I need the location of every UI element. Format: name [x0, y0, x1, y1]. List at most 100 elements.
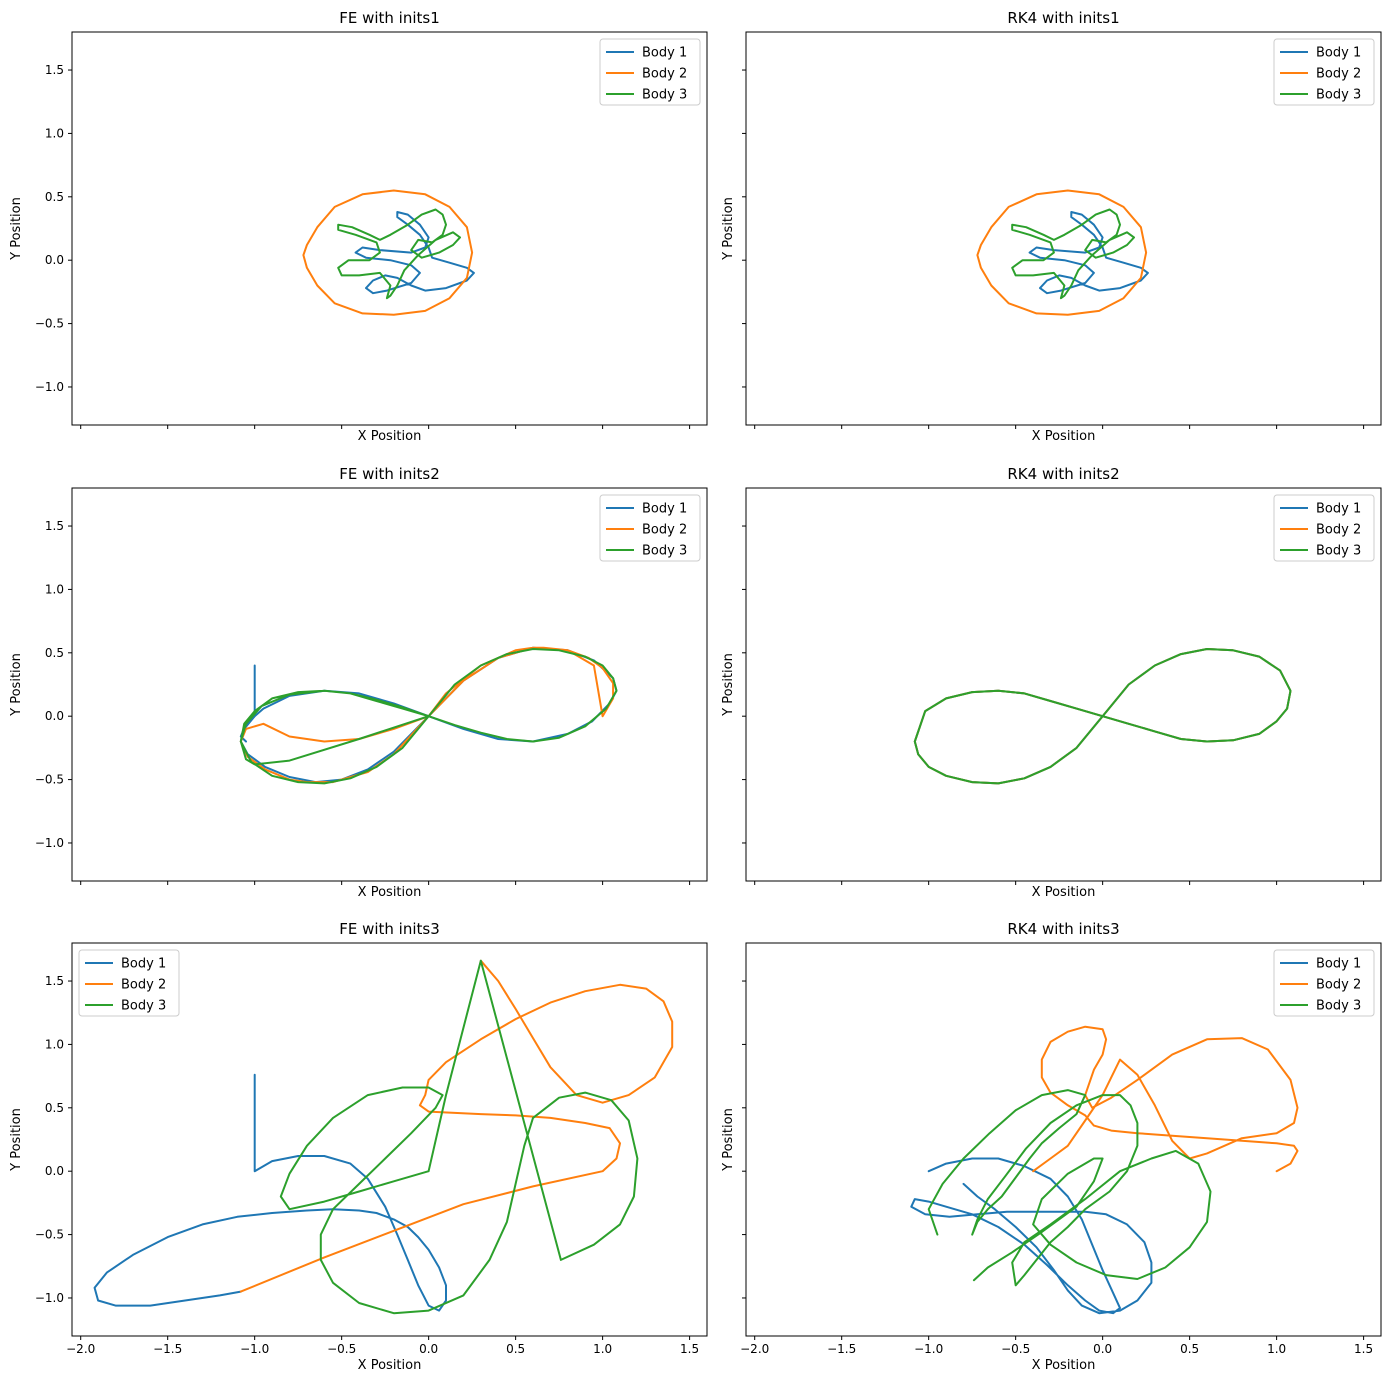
x-tick-label: −2.0 — [66, 1342, 95, 1356]
series-line-body-1 — [354, 211, 475, 295]
x-tick-label: 0.5 — [506, 1342, 525, 1356]
subplot-1: FE with inits1 −1.0 −0.5 0.0 0.5 1.0 1.5 X Posi… — [9, 9, 708, 444]
axes-frame — [71, 31, 708, 426]
series-lines — [976, 189, 1149, 316]
series-line-body-3 — [279, 959, 639, 1315]
legend-box — [599, 38, 701, 106]
subplot-3: FE with inits2 −1.0 −0.5 0.0 0.5 1.0 1.5 X Posi… — [9, 465, 708, 900]
series-line-body-3 — [239, 648, 618, 785]
x-tick-label: −1.0 — [914, 1342, 943, 1356]
subplot-2: RK4 with inits1 X Position Y Position Body … — [721, 9, 1382, 444]
y-tick-label: 0.0 — [45, 1164, 64, 1178]
series-lines — [239, 646, 618, 785]
legend-label: Body 3 — [1316, 88, 1361, 103]
y-axis-label: Y Position — [721, 197, 736, 261]
legend-label: Body 1 — [1316, 46, 1361, 61]
x-tick-label: −1.5 — [153, 1342, 182, 1356]
y-tick-label: −0.5 — [35, 1228, 64, 1242]
legend-box — [1273, 949, 1375, 1017]
y-axis-label: Y Position — [9, 197, 24, 261]
axes-frame — [71, 942, 708, 1337]
series-lines — [93, 959, 674, 1315]
x-tick-label: −1.5 — [827, 1342, 856, 1356]
subplot-title: FE with inits3 — [339, 920, 440, 938]
series-line-body-2 — [302, 189, 474, 316]
legend-label: Body 3 — [642, 544, 687, 559]
series-line-body-3 — [1011, 208, 1135, 300]
y-axis-label: Y Position — [9, 1108, 24, 1172]
subplot-title: RK4 with inits2 — [1007, 465, 1119, 483]
legend-box — [599, 494, 701, 562]
y-tick-label: 1.0 — [45, 1037, 64, 1051]
subplot-4: RK4 with inits2 X Position Y Position Body … — [721, 465, 1382, 900]
y-tick-label: 1.5 — [45, 63, 64, 77]
legend-label: Body 3 — [1316, 999, 1361, 1014]
subplot-5: FE with inits3 −2.0 −1.5 −1.0 −0.5 0.0 0.5 1.0 1… — [9, 920, 708, 1373]
y-axis-label: Y Position — [721, 1108, 736, 1172]
subplot-6: RK4 with inits3 −2.0 −1.5 −1.0 −0.5 0.0 0.5 1.0… — [721, 920, 1382, 1373]
x-tick-label: 0.0 — [1093, 1342, 1112, 1356]
y-tick-label: 0.0 — [45, 253, 64, 267]
subplot-title: FE with inits2 — [339, 465, 440, 483]
y-axis-label: Y Position — [9, 653, 24, 717]
series-line-body-1 — [1028, 211, 1149, 295]
legend-label: Body 3 — [1316, 544, 1361, 559]
subplot-title: RK4 with inits3 — [1007, 920, 1119, 938]
y-tick-label: 1.0 — [45, 582, 64, 596]
legend: Body 1 Body 2 Body 3 — [599, 38, 701, 106]
y-tick-label: 0.5 — [45, 646, 64, 660]
legend-label: Body 1 — [642, 502, 687, 517]
y-tick-label: 0.5 — [45, 190, 64, 204]
legend-label: Body 1 — [1316, 957, 1361, 972]
legend: Body 1 Body 2 Body 3 — [1273, 494, 1375, 562]
x-axis-label: X Position — [1032, 429, 1096, 444]
series-line-body-2 — [1032, 1025, 1299, 1173]
y-tick-label: −0.5 — [35, 317, 64, 331]
subplot-title: RK4 with inits1 — [1007, 9, 1119, 27]
axes-frame — [745, 31, 1382, 426]
y-tick-label: 0.0 — [45, 709, 64, 723]
x-axis-label: X Position — [1032, 1358, 1096, 1373]
x-axis-label: X Position — [1032, 885, 1096, 900]
x-axis-label: X Position — [358, 885, 422, 900]
series-line-body-2 — [239, 959, 674, 1293]
legend: Body 1 Body 2 Body 3 — [78, 949, 180, 1017]
legend-label: Body 2 — [121, 978, 166, 993]
x-axis-label: X Position — [358, 1358, 422, 1373]
x-tick-label: 1.0 — [1267, 1342, 1286, 1356]
axes-frame — [745, 942, 1382, 1337]
subplot-title: FE with inits1 — [339, 9, 440, 27]
x-tick-label: −0.5 — [327, 1342, 356, 1356]
series-line-body-3 — [337, 208, 461, 300]
series-line-body-2 — [976, 189, 1148, 316]
x-tick-label: 0.0 — [419, 1342, 438, 1356]
legend-label: Body 1 — [1316, 502, 1361, 517]
y-tick-label: −1.0 — [35, 380, 64, 394]
y-tick-label: −1.0 — [35, 836, 64, 850]
x-tick-label: 1.5 — [1354, 1342, 1373, 1356]
series-lines — [910, 1025, 1299, 1315]
axes-frame — [745, 487, 1382, 882]
y-tick-label: −1.0 — [35, 1291, 64, 1305]
legend-label: Body 2 — [1316, 67, 1361, 82]
legend-label: Body 3 — [642, 88, 687, 103]
legend-label: Body 1 — [121, 957, 166, 972]
x-tick-label: −1.0 — [240, 1342, 269, 1356]
axes-frame — [71, 487, 708, 882]
legend-box — [1273, 38, 1375, 106]
legend-label: Body 2 — [1316, 523, 1361, 538]
legend-label: Body 1 — [642, 46, 687, 61]
y-tick-label: 1.5 — [45, 519, 64, 533]
legend-box — [78, 949, 180, 1017]
y-tick-label: 1.5 — [45, 974, 64, 988]
legend: Body 1 Body 2 Body 3 — [1273, 949, 1375, 1017]
y-tick-label: −0.5 — [35, 773, 64, 787]
legend: Body 1 Body 2 Body 3 — [1273, 38, 1375, 106]
x-tick-label: 1.5 — [680, 1342, 699, 1356]
series-lines — [913, 648, 1292, 785]
legend-box — [1273, 494, 1375, 562]
series-lines — [302, 189, 475, 316]
x-tick-label: −2.0 — [740, 1342, 769, 1356]
legend-label: Body 3 — [121, 999, 166, 1014]
